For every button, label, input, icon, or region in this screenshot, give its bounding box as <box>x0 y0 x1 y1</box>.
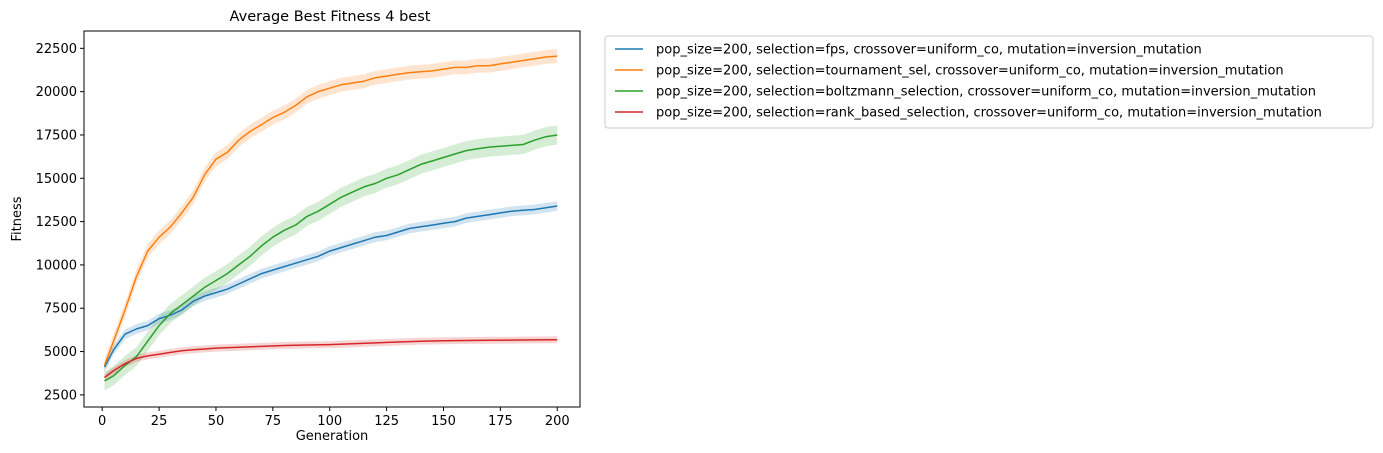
y-tick-label: 10000 <box>36 258 77 273</box>
x-tick-label: 0 <box>98 414 106 429</box>
series-3-line <box>104 134 558 382</box>
y-tick-label: 15000 <box>36 172 77 187</box>
x-tick-label: 125 <box>374 414 399 429</box>
y-axis-label: Fitness <box>10 196 25 241</box>
x-tick-label: 50 <box>208 414 225 429</box>
series-4-line <box>104 339 558 379</box>
legend-label-3: pop_size=200, selection=boltzmann_select… <box>656 85 1316 100</box>
x-tick-label: 75 <box>265 414 282 429</box>
chart-title: Average Best Fitness 4 best <box>230 9 431 25</box>
y-tick-label: 7500 <box>44 302 77 317</box>
legend: pop_size=200, selection=fps, crossover=u… <box>604 35 1374 129</box>
series-4-band <box>104 336 558 381</box>
x-tick-label: 200 <box>545 414 570 429</box>
y-tick-label: 20000 <box>36 85 77 100</box>
y-tick-label: 22500 <box>36 42 77 57</box>
y-tick-label: 5000 <box>44 345 77 360</box>
y-tick-label: 12500 <box>36 215 77 230</box>
x-tick-label: 175 <box>488 414 513 429</box>
axes-frame <box>83 30 581 408</box>
y-tick-label: 2500 <box>44 388 77 403</box>
series-1-line <box>103 205 558 368</box>
y-axis: 2500 5000 7500 10000 12500 15000 17500 20000 225… <box>36 42 84 403</box>
series-2-line <box>103 55 558 366</box>
legend-frame <box>604 35 1374 129</box>
legend-label-2: pop_size=200, selection=tournament_sel, … <box>656 64 1284 79</box>
x-tick-label: 25 <box>151 414 168 429</box>
legend-label-1: pop_size=200, selection=fps, crossover=u… <box>656 43 1202 58</box>
x-axis-label: Generation <box>296 429 369 444</box>
series-3-band <box>104 125 558 391</box>
legend-label-4: pop_size=200, selection=rank_based_selec… <box>656 106 1322 121</box>
y-tick-label: 17500 <box>36 128 77 143</box>
x-tick-label: 150 <box>431 414 456 429</box>
x-axis: 0 25 50 75 100 125 150 175 200 <box>98 407 570 429</box>
plot-area <box>103 49 558 391</box>
x-tick-label: 100 <box>317 414 342 429</box>
